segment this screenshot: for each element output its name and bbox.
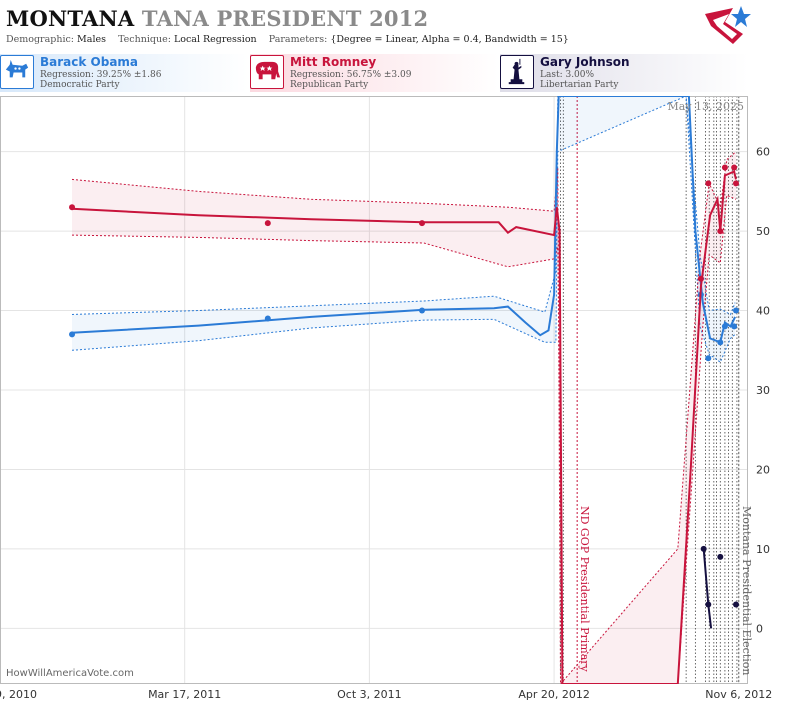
poll-point (69, 331, 76, 338)
x-tick-label: Nov 6, 2012 (705, 688, 772, 701)
candidate-legend: Barack Obama Regression: 39.25% ±1.86 De… (0, 54, 789, 94)
elephant-icon (250, 55, 284, 89)
x-tick-label: Mar 17, 2011 (148, 688, 221, 701)
candidate-stat: Last: 3.00% (540, 70, 595, 80)
poll-point (721, 164, 728, 171)
candidate-card-romney[interactable]: Mitt Romney Regression: 56.75% ±3.09 Rep… (250, 54, 498, 92)
statue-of-liberty-icon (500, 55, 534, 89)
y-tick-label: 60 (756, 146, 770, 159)
poll-point (700, 545, 707, 552)
footer-credit: HowWillAmericaVote.com (6, 668, 134, 679)
parameters-label: Parameters: (268, 34, 328, 45)
y-tick-label: 0 (756, 622, 763, 635)
candidate-name: Gary Johnson (540, 55, 630, 69)
candidate-stat: Regression: 39.25% ±1.86 (40, 70, 162, 80)
title-state: MONTANA (6, 6, 135, 31)
confidence-upper (71, 151, 737, 684)
chart-title: MONTANA TANA PRESIDENT 2012 (6, 6, 428, 31)
x-tick-label: Aug 29, 2010 (0, 688, 37, 701)
poll-point (731, 323, 738, 330)
y-tick-label: 20 (756, 463, 770, 476)
poll-point (732, 601, 739, 608)
poll-point (705, 601, 712, 608)
candidate-card-johnson[interactable]: Gary Johnson Last: 3.00% Libertarian Par… (500, 54, 748, 92)
candidate-party: Democratic Party (40, 80, 120, 90)
title-rest: TANA PRESIDENT 2012 (141, 6, 429, 31)
candidate-card-obama[interactable]: Barack Obama Regression: 39.25% ±1.86 De… (0, 54, 248, 92)
demographic-label: Demographic: (6, 34, 75, 45)
poll-point (705, 180, 712, 187)
poll-point (419, 220, 426, 227)
poll-point (732, 180, 739, 187)
candidate-name: Barack Obama (40, 55, 139, 69)
confidence-band (72, 96, 736, 363)
confidence-lower (71, 96, 736, 363)
trend-line (71, 170, 737, 684)
site-logo-icon (705, 6, 751, 44)
plot-frame (0, 96, 748, 684)
y-tick-label: 50 (756, 225, 770, 238)
parameters-value: {Degree = Linear, Alpha = 0.4, Bandwidth… (330, 34, 569, 45)
poll-point (717, 228, 724, 235)
technique-value: Local Regression (173, 34, 257, 45)
poll-point (721, 323, 728, 330)
candidate-stat: Regression: 56.75% ±3.09 (290, 70, 412, 80)
poll-point (717, 339, 724, 346)
poll-point (705, 355, 712, 362)
donkey-icon (0, 55, 34, 89)
annotation-label: ND GOP Presidential Primary (578, 506, 591, 673)
chart-header: MONTANA TANA PRESIDENT 2012 Demographic:… (0, 0, 789, 52)
chart-date-label: May 13, 2025 (667, 100, 744, 113)
chart-subtitle: Demographic: Males Technique: Local Regr… (6, 34, 569, 45)
poll-point (732, 307, 739, 314)
y-tick-label: 30 (756, 384, 770, 397)
y-tick-label: 10 (756, 543, 770, 556)
technique-label: Technique: (118, 34, 171, 45)
candidate-party: Libertarian Party (540, 80, 619, 90)
x-tick-label: Apr 20, 2012 (518, 688, 590, 701)
y-tick-label: 40 (756, 305, 770, 318)
poll-point (264, 315, 271, 322)
poll-point (264, 220, 271, 227)
poll-point (419, 307, 426, 314)
poll-point (697, 275, 704, 282)
poll-point (717, 553, 724, 560)
demographic-value: Males (77, 34, 106, 45)
candidate-name: Mitt Romney (290, 55, 377, 69)
regression-chart: 0 10 20 30 40 50 60 Aug 29, 2010 Mar 17, 2011 Oct… (0, 96, 772, 701)
poll-point (731, 164, 738, 171)
x-tick-label: Oct 3, 2011 (337, 688, 402, 701)
confidence-band (72, 151, 736, 684)
poll-point (69, 204, 76, 211)
trend-line (702, 548, 713, 629)
annotation-label: Montana Presidential Election (740, 506, 753, 675)
candidate-party: Republican Party (290, 80, 369, 90)
